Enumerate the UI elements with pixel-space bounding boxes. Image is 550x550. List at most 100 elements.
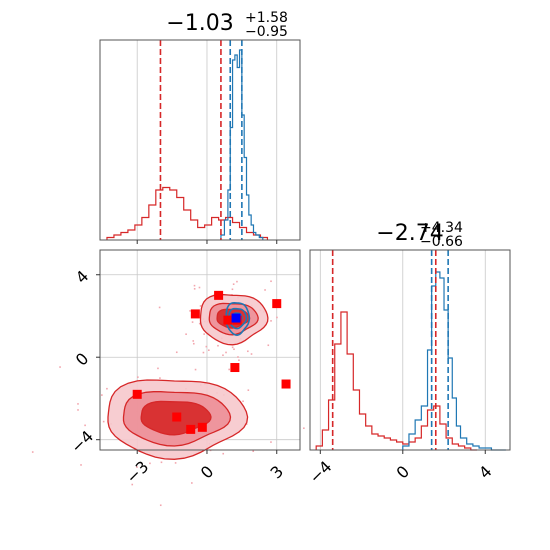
title-median: −2.74 — [376, 221, 443, 246]
sample-point — [270, 280, 272, 283]
marker-square — [132, 389, 142, 399]
sample-point — [198, 286, 201, 289]
y-tick-label: 4 — [72, 267, 93, 288]
joint-contour-panel: −3 0 3 −4 0 4 — [31, 249, 305, 507]
histogram-series — [220, 49, 264, 240]
marker-square — [281, 379, 291, 389]
sample-point — [250, 353, 253, 355]
title-lower-error: −0.95 — [245, 24, 288, 40]
histogram-series — [402, 271, 506, 451]
marker-square — [172, 412, 182, 422]
title-median: −1.03 — [166, 11, 233, 36]
x-tick-label: 4 — [475, 462, 496, 483]
sample-point — [191, 321, 194, 323]
sample-point — [77, 403, 79, 405]
title-upper-error: +1.58 — [245, 10, 288, 26]
y-tick-label: 0 — [72, 349, 93, 370]
sample-point — [174, 462, 177, 464]
sample-point — [236, 280, 238, 283]
sample-point — [203, 333, 205, 335]
sample-point — [185, 333, 187, 336]
sample-point — [202, 351, 205, 354]
marker-square — [186, 424, 196, 434]
marker-square — [223, 315, 233, 325]
panel-title-param1: −1.03 — [166, 11, 233, 36]
sample-point — [199, 305, 202, 307]
sample-point — [175, 351, 178, 354]
sample-point — [237, 356, 239, 358]
y-tick-label: −4 — [67, 427, 97, 457]
sample-point — [233, 348, 235, 351]
sample-point — [222, 354, 224, 357]
marginal-histogram-param2: −4 0 4 −2.74 +4.34 −0.66 — [305, 220, 511, 487]
sample-point — [225, 351, 227, 354]
sample-point — [231, 288, 234, 291]
marginal-histogram-param1: −1.03 +1.58 −0.95 — [99, 10, 301, 244]
panel-frame — [99, 249, 301, 451]
sample-point — [159, 377, 161, 379]
sample-point — [131, 483, 134, 486]
sample-point — [192, 340, 195, 342]
title-lower-error: −0.66 — [420, 234, 463, 250]
marker-square — [231, 313, 241, 323]
sample-point — [217, 344, 219, 347]
x-tick-label: −3 — [122, 457, 152, 487]
sample-point — [303, 427, 305, 430]
sample-point — [160, 461, 163, 464]
sample-point — [31, 451, 34, 453]
sample-point — [159, 504, 162, 507]
sample-point — [208, 349, 210, 352]
sample-point — [228, 368, 230, 371]
sample-point — [137, 376, 139, 378]
sample-point — [192, 342, 195, 345]
sample-point — [270, 320, 272, 322]
sample-point — [189, 310, 191, 312]
title-upper-error: +4.34 — [420, 220, 463, 236]
histogram-series — [106, 186, 269, 240]
sample-point — [106, 387, 108, 390]
sample-point — [276, 316, 278, 319]
sample-point — [102, 420, 105, 423]
sample-point — [80, 464, 82, 466]
sample-point — [245, 423, 248, 425]
marker-square — [230, 363, 240, 373]
sample-point — [247, 389, 250, 391]
sample-point — [252, 450, 255, 453]
panel-frame — [309, 249, 511, 451]
x-tick-label: −4 — [305, 457, 335, 487]
sample-point — [193, 284, 196, 287]
sample-point — [149, 462, 151, 465]
sample-point — [84, 424, 86, 427]
marker-square — [197, 422, 207, 432]
sample-point — [264, 289, 266, 291]
red-contour — [107, 379, 249, 460]
sample-point — [205, 345, 208, 348]
sample-point — [136, 466, 138, 468]
sample-point — [247, 350, 249, 353]
sample-point — [232, 283, 235, 285]
sample-point — [238, 359, 240, 362]
sample-point — [77, 409, 79, 411]
histogram-series — [315, 311, 478, 451]
marker-square — [272, 299, 282, 309]
sample-point — [231, 346, 234, 349]
sample-point — [222, 452, 225, 455]
sample-point — [101, 394, 103, 396]
x-tick-label: 0 — [197, 462, 218, 483]
sample-point — [242, 400, 244, 403]
sample-point — [191, 482, 193, 484]
red-contour — [199, 294, 269, 346]
sample-point — [270, 441, 272, 443]
sample-point — [194, 368, 197, 371]
sample-point — [158, 306, 161, 309]
sample-point — [59, 366, 61, 368]
red-contour — [122, 391, 232, 447]
x-tick-label: 0 — [393, 462, 414, 483]
panel-frame — [99, 39, 301, 241]
panel-title-param2: −2.74 — [376, 221, 443, 246]
marker-square — [190, 309, 200, 319]
sample-point — [157, 367, 159, 370]
sample-point — [198, 322, 201, 325]
marker-square — [214, 290, 224, 300]
sample-point — [193, 288, 196, 290]
